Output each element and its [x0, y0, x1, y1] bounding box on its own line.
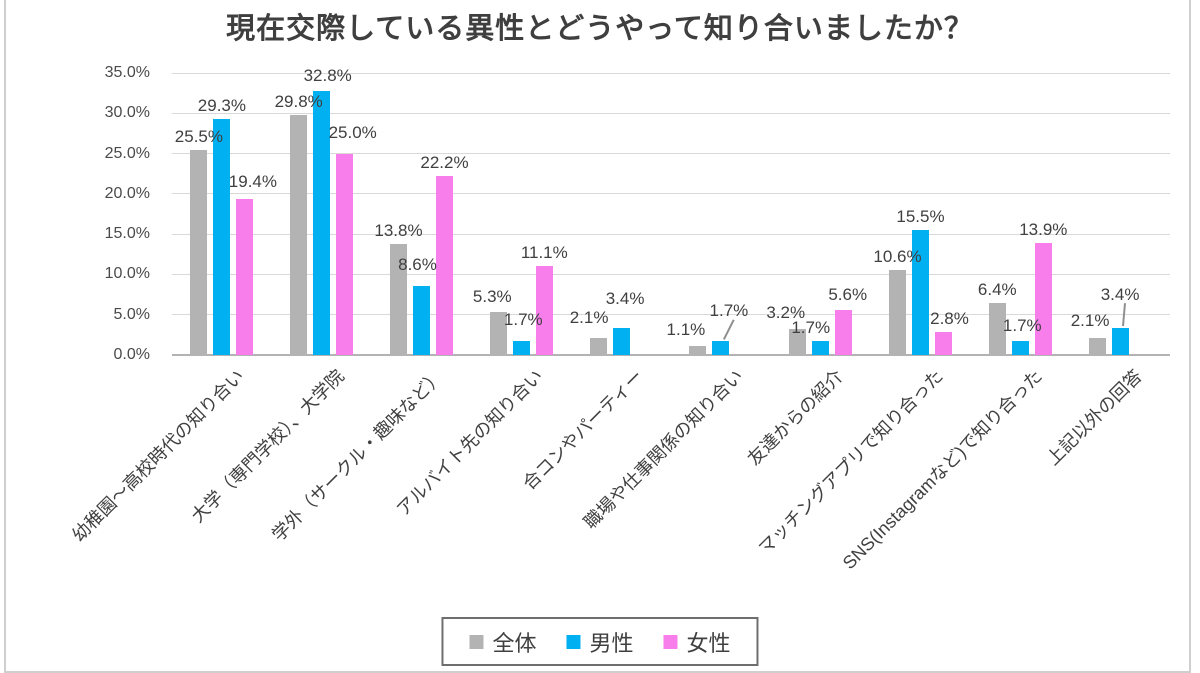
legend: 全体 男性 女性: [441, 617, 759, 666]
y-axis-tick-label: 5.0%: [113, 305, 150, 323]
data-label: 25.0%: [328, 122, 377, 142]
data-label: 22.2%: [420, 153, 469, 173]
category-label: 上記以外の回答: [1042, 365, 1147, 470]
legend-swatch: [566, 634, 581, 649]
bar-男性-6: [812, 341, 830, 355]
gridline: [172, 112, 1170, 114]
legend-item-女性: 女性: [663, 626, 731, 658]
legend-item-男性: 男性: [566, 626, 634, 658]
data-label: 1.7%: [1002, 316, 1042, 336]
legend-label: 全体: [492, 630, 537, 656]
bar-女性-6: [835, 309, 853, 355]
data-label: 32.8%: [303, 65, 352, 85]
bar-女性-2: [436, 176, 453, 355]
bar-全体-5: [689, 346, 707, 355]
data-label: 1.1%: [666, 320, 706, 340]
bar-全体-2: [390, 243, 407, 355]
data-label: 25.5%: [174, 126, 223, 146]
data-label: 3.4%: [605, 288, 645, 308]
bar-男性-9: [1111, 327, 1129, 355]
data-label: 19.4%: [228, 171, 277, 191]
gridline: [172, 72, 1170, 74]
y-axis-tick-label: 30.0%: [104, 104, 150, 122]
data-label: 1.7%: [791, 318, 831, 338]
bar-女性-3: [535, 265, 553, 355]
data-label: 2.1%: [1070, 311, 1110, 331]
bar-男性-8: [1011, 341, 1029, 355]
y-axis-tick-label: 20.0%: [104, 184, 150, 202]
bar-男性-2: [413, 285, 430, 355]
category-label: 友達からの紹介: [743, 365, 847, 470]
bar-男性-7: [912, 230, 929, 355]
data-label: 3.2%: [766, 303, 806, 323]
bar-全体-8: [988, 303, 1006, 355]
data-label: 2.1%: [569, 308, 609, 328]
legend-item-全体: 全体: [469, 626, 536, 658]
y-axis-tick-label: 25.0%: [104, 144, 150, 162]
bar-女性-8: [1034, 243, 1052, 355]
data-label: 1.7%: [503, 310, 543, 330]
x-axis-line: [172, 354, 1170, 356]
bar-男性-0: [213, 118, 231, 355]
bar-女性-1: [336, 153, 354, 355]
bar-全体-9: [1088, 338, 1106, 355]
bar-全体-4: [589, 338, 607, 355]
data-label: 13.9%: [1019, 220, 1068, 239]
category-label: SNS(Instagramなど)で知り合った: [839, 365, 1047, 574]
y-axis-tick-label: 10.0%: [104, 265, 150, 283]
bar-全体-1: [290, 114, 308, 355]
chart-title: 現在交際している異性とどうやって知り合いましたか？: [226, 13, 974, 45]
data-label: 1.7%: [709, 301, 749, 321]
gridline: [172, 153, 1170, 155]
data-label: 3.4%: [1100, 284, 1140, 304]
data-label: 29.3%: [197, 95, 246, 115]
bar-全体-6: [789, 329, 807, 355]
legend-label: 女性: [686, 630, 731, 656]
legend-swatch: [663, 634, 678, 649]
bar-女性-0: [236, 198, 254, 355]
bar-全体-3: [489, 312, 507, 355]
bar-男性-1: [313, 90, 331, 355]
data-label: 5.3%: [472, 287, 512, 307]
legend-label: 男性: [589, 630, 634, 656]
gridline: [172, 193, 1170, 195]
bar-男性-3: [512, 341, 530, 355]
y-axis-tick-label: 15.0%: [104, 225, 150, 243]
category-label: 幼稚園～高校時代の知り合い: [68, 365, 248, 546]
y-axis-tick-label: 0.0%: [113, 346, 150, 363]
data-label: 29.8%: [274, 91, 323, 111]
bar-男性-5: [712, 341, 730, 355]
leader-line: [722, 319, 735, 341]
data-label: 13.8%: [374, 220, 423, 240]
data-label: 15.5%: [896, 207, 945, 227]
bar-全体-0: [190, 149, 208, 355]
category-label: 学外（サークル・趣味など）: [268, 365, 448, 546]
bar-男性-4: [612, 327, 630, 355]
bar-女性-7: [935, 332, 952, 355]
bar-全体-7: [889, 269, 906, 355]
category-label: マッチングアプリで知り合った: [754, 365, 947, 559]
data-label: 10.6%: [873, 246, 922, 266]
data-label: 6.4%: [977, 280, 1017, 300]
gridline: [172, 233, 1170, 235]
data-label: 8.6%: [398, 254, 437, 274]
legend-swatch: [469, 634, 484, 649]
data-label: 5.6%: [828, 284, 868, 304]
y-axis-tick-label: 35.0%: [104, 64, 150, 81]
gridline: [172, 273, 1170, 275]
gridline: [172, 314, 1170, 316]
data-label: 2.8%: [930, 309, 969, 329]
data-label: 11.1%: [520, 242, 568, 262]
